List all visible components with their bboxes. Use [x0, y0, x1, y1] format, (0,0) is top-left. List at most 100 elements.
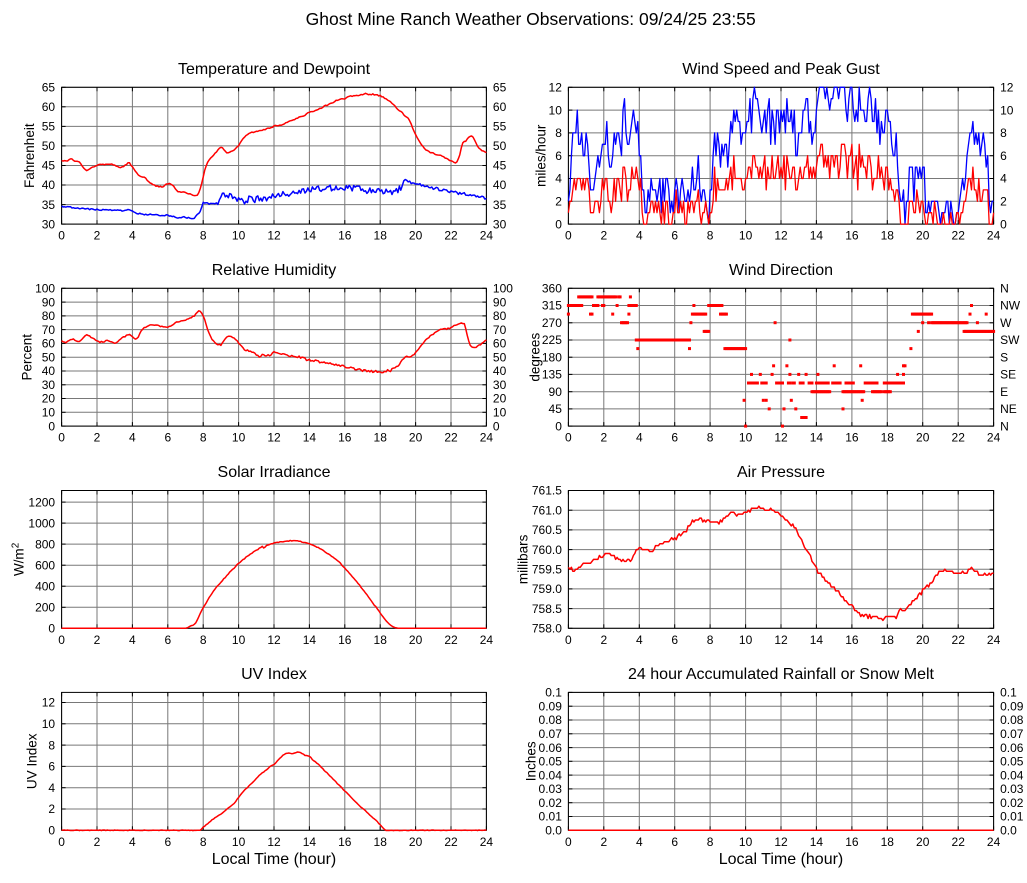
svg-text:4: 4	[636, 229, 643, 243]
svg-text:30: 30	[493, 378, 507, 392]
svg-text:Ghost Mine Ranch Weather Obser: Ghost Mine Ranch Weather Observations: 0…	[306, 9, 756, 29]
svg-text:18: 18	[881, 835, 895, 849]
svg-text:12: 12	[42, 696, 56, 710]
svg-text:24: 24	[987, 229, 1001, 243]
svg-text:8: 8	[200, 229, 207, 243]
svg-text:1000: 1000	[28, 516, 55, 530]
svg-text:20: 20	[916, 835, 930, 849]
svg-text:65: 65	[42, 81, 56, 95]
svg-text:Inches: Inches	[523, 741, 538, 781]
svg-text:12: 12	[267, 633, 281, 647]
svg-text:50: 50	[42, 139, 56, 153]
svg-text:6: 6	[164, 431, 171, 445]
svg-text:8: 8	[1000, 126, 1007, 140]
svg-text:8: 8	[200, 835, 207, 849]
svg-text:4: 4	[129, 633, 136, 647]
svg-text:10: 10	[493, 406, 507, 420]
svg-text:4: 4	[555, 172, 562, 186]
svg-text:760.0: 760.0	[532, 543, 562, 557]
svg-text:10: 10	[549, 103, 563, 117]
svg-text:40: 40	[493, 364, 507, 378]
svg-text:759.0: 759.0	[532, 582, 562, 596]
svg-text:Fahrenheit: Fahrenheit	[22, 123, 37, 188]
svg-text:16: 16	[845, 835, 859, 849]
svg-text:20: 20	[409, 431, 423, 445]
svg-text:0.1: 0.1	[1000, 686, 1017, 700]
svg-text:12: 12	[774, 229, 788, 243]
svg-text:24: 24	[480, 229, 494, 243]
svg-text:0: 0	[565, 431, 572, 445]
svg-text:10: 10	[1000, 103, 1014, 117]
svg-text:millibars: millibars	[516, 534, 531, 584]
svg-text:14: 14	[810, 835, 824, 849]
svg-text:0.01: 0.01	[1000, 810, 1024, 824]
svg-text:200: 200	[35, 601, 55, 615]
svg-text:12: 12	[267, 835, 281, 849]
svg-text:90: 90	[493, 295, 507, 309]
svg-text:24 hour Accumulated Rainfall o: 24 hour Accumulated Rainfall or Snow Mel…	[628, 666, 934, 683]
svg-text:20: 20	[916, 229, 930, 243]
svg-text:0: 0	[58, 835, 65, 849]
svg-text:Percent: Percent	[19, 334, 34, 381]
svg-text:760.5: 760.5	[532, 523, 562, 537]
svg-text:60: 60	[493, 100, 507, 114]
svg-text:60: 60	[42, 337, 56, 351]
svg-text:0.06: 0.06	[1000, 741, 1024, 755]
svg-text:20: 20	[409, 835, 423, 849]
svg-text:10: 10	[232, 431, 246, 445]
svg-text:0.08: 0.08	[1000, 713, 1024, 727]
svg-text:10: 10	[739, 633, 753, 647]
svg-text:24: 24	[480, 431, 494, 445]
svg-text:18: 18	[881, 229, 895, 243]
svg-text:0.09: 0.09	[1000, 699, 1024, 713]
svg-text:Solar Irradiance: Solar Irradiance	[218, 464, 331, 481]
svg-text:45: 45	[42, 159, 56, 173]
svg-text:45: 45	[549, 402, 563, 416]
svg-text:6: 6	[164, 835, 171, 849]
svg-text:35: 35	[42, 198, 56, 212]
svg-text:2: 2	[600, 431, 607, 445]
svg-text:SE: SE	[1000, 368, 1016, 382]
svg-text:12: 12	[1000, 81, 1014, 95]
svg-text:N: N	[1000, 419, 1009, 433]
svg-text:0.0: 0.0	[1000, 824, 1017, 838]
svg-text:6: 6	[671, 431, 678, 445]
svg-text:16: 16	[845, 229, 859, 243]
svg-text:225: 225	[542, 333, 562, 347]
svg-text:14: 14	[303, 431, 317, 445]
svg-text:40: 40	[493, 178, 507, 192]
svg-text:2: 2	[600, 835, 607, 849]
svg-text:6: 6	[164, 633, 171, 647]
svg-text:0.08: 0.08	[539, 713, 563, 727]
svg-text:0.09: 0.09	[539, 699, 563, 713]
svg-text:12: 12	[549, 81, 563, 95]
svg-text:2: 2	[555, 195, 562, 209]
svg-text:10: 10	[232, 835, 246, 849]
svg-text:100: 100	[493, 282, 513, 296]
svg-text:18: 18	[374, 229, 388, 243]
svg-text:0.05: 0.05	[539, 755, 563, 769]
svg-text:18: 18	[881, 431, 895, 445]
svg-text:NE: NE	[1000, 402, 1017, 416]
svg-text:16: 16	[338, 229, 352, 243]
svg-text:315: 315	[542, 299, 562, 313]
svg-text:4: 4	[129, 835, 136, 849]
svg-text:0: 0	[48, 622, 55, 636]
svg-text:4: 4	[1000, 172, 1007, 186]
svg-text:14: 14	[810, 633, 824, 647]
svg-text:0.0: 0.0	[545, 824, 562, 838]
svg-text:20: 20	[916, 633, 930, 647]
svg-text:10: 10	[739, 229, 753, 243]
svg-text:0: 0	[565, 229, 572, 243]
svg-text:600: 600	[35, 558, 55, 572]
svg-text:10: 10	[42, 406, 56, 420]
svg-text:10: 10	[232, 633, 246, 647]
svg-text:8: 8	[707, 633, 714, 647]
svg-text:50: 50	[493, 139, 507, 153]
svg-text:W/m2: W/m2	[10, 542, 26, 576]
svg-text:8: 8	[200, 633, 207, 647]
svg-text:2: 2	[94, 835, 101, 849]
svg-text:758.0: 758.0	[532, 622, 562, 636]
svg-text:55: 55	[493, 120, 507, 134]
svg-text:24: 24	[987, 633, 1001, 647]
